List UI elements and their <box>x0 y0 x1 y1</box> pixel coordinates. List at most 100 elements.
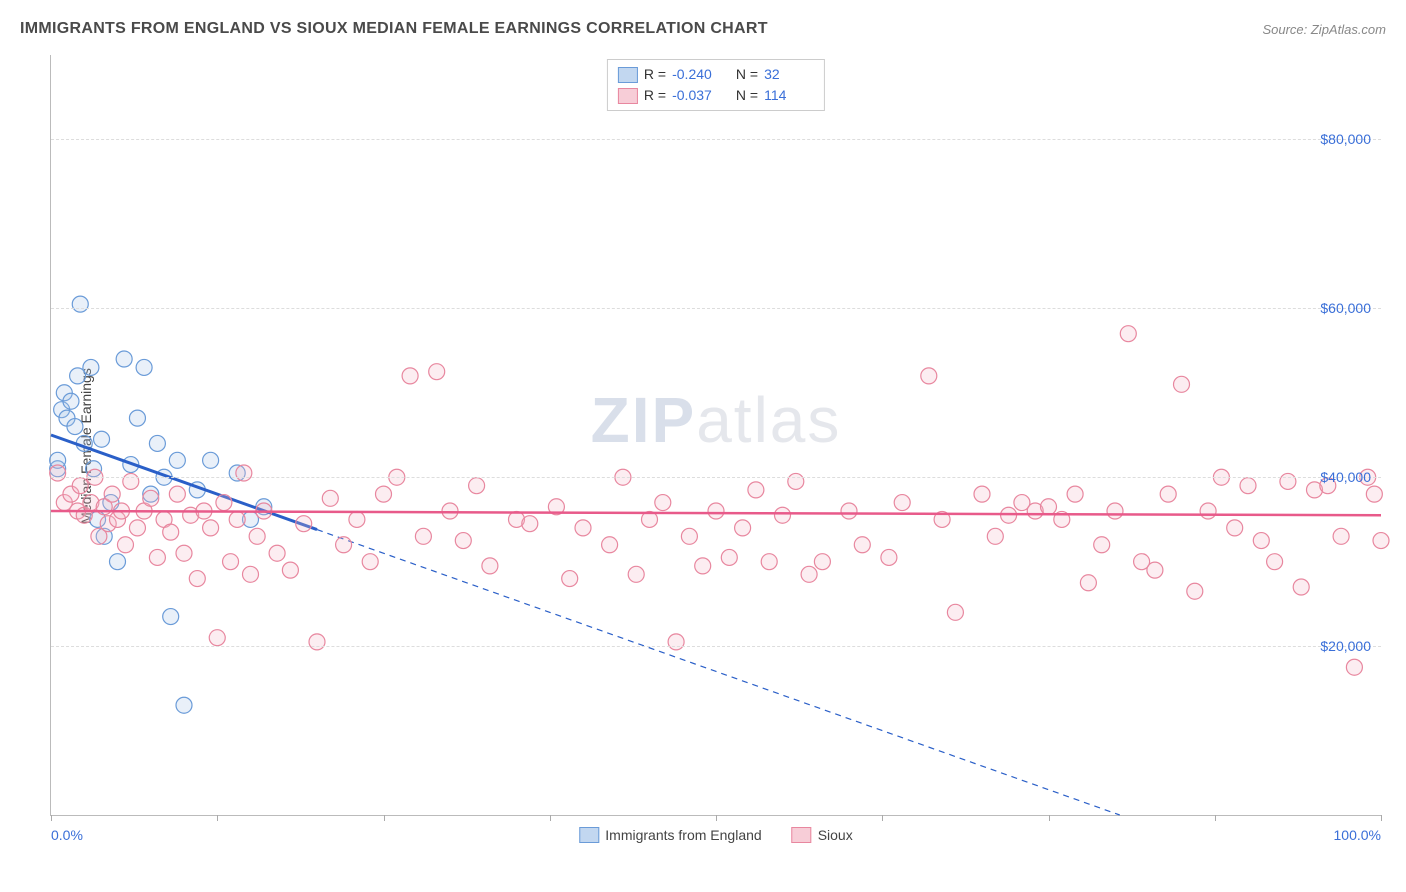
data-point <box>987 528 1003 544</box>
legend-swatch <box>792 827 812 843</box>
data-point <box>1280 473 1296 489</box>
data-point <box>1227 520 1243 536</box>
data-point <box>1333 528 1349 544</box>
gridline <box>51 646 1381 647</box>
data-point <box>336 537 352 553</box>
source-value: ZipAtlas.com <box>1311 22 1386 37</box>
data-point <box>63 393 79 409</box>
data-point <box>894 495 910 511</box>
data-point <box>482 558 498 574</box>
data-point <box>1067 486 1083 502</box>
data-point <box>1041 499 1057 515</box>
data-point <box>881 549 897 565</box>
x-tick <box>1215 815 1216 821</box>
legend-swatch <box>579 827 599 843</box>
data-point <box>522 516 538 532</box>
data-point <box>349 511 365 527</box>
data-point <box>123 473 139 489</box>
legend-swatch <box>618 67 638 83</box>
data-point <box>1174 376 1190 392</box>
data-point <box>1267 554 1283 570</box>
data-point <box>1120 326 1136 342</box>
data-point <box>72 478 88 494</box>
data-point <box>296 516 312 532</box>
legend-item: Sioux <box>792 827 853 843</box>
data-point <box>94 431 110 447</box>
data-point <box>229 511 245 527</box>
data-point <box>116 351 132 367</box>
data-point <box>735 520 751 536</box>
data-point <box>455 533 471 549</box>
data-point <box>668 634 684 650</box>
data-point <box>249 528 265 544</box>
data-point <box>721 549 737 565</box>
data-point <box>104 486 120 502</box>
gridline <box>51 308 1381 309</box>
source-label: Source: <box>1262 22 1310 37</box>
n-value: 114 <box>764 85 814 106</box>
data-point <box>322 490 338 506</box>
y-tick-label: $40,000 <box>1320 469 1371 485</box>
data-point <box>209 630 225 646</box>
data-point <box>149 435 165 451</box>
data-point <box>602 537 618 553</box>
data-point <box>309 634 325 650</box>
data-point <box>72 296 88 312</box>
data-point <box>841 503 857 519</box>
x-axis-min-label: 0.0% <box>51 827 83 843</box>
data-point <box>67 419 83 435</box>
n-label: N = <box>728 64 758 85</box>
x-tick <box>1381 815 1382 821</box>
legend-item: Immigrants from England <box>579 827 761 843</box>
r-value: -0.240 <box>672 64 722 85</box>
data-point <box>1160 486 1176 502</box>
chart-title: IMMIGRANTS FROM ENGLAND VS SIOUX MEDIAN … <box>20 20 768 38</box>
x-tick <box>1049 815 1050 821</box>
data-point <box>1366 486 1382 502</box>
data-point <box>947 604 963 620</box>
r-label: R = <box>644 64 666 85</box>
data-point <box>1293 579 1309 595</box>
data-point <box>129 410 145 426</box>
data-point <box>415 528 431 544</box>
data-point <box>1240 478 1256 494</box>
data-point <box>282 562 298 578</box>
data-point <box>143 490 159 506</box>
data-point <box>854 537 870 553</box>
data-point <box>236 465 252 481</box>
data-point <box>223 554 239 570</box>
data-point <box>469 478 485 494</box>
gridline <box>51 477 1381 478</box>
data-point <box>117 537 133 553</box>
data-point <box>708 503 724 519</box>
data-point <box>748 482 764 498</box>
legend-swatch <box>618 88 638 104</box>
x-tick <box>51 815 52 821</box>
data-point <box>243 566 259 582</box>
data-point <box>1147 562 1163 578</box>
data-point <box>974 486 990 502</box>
correlation-legend: R = -0.240 N = 32R = -0.037 N = 114 <box>607 59 825 111</box>
data-point <box>269 545 285 561</box>
data-point <box>216 495 232 511</box>
data-point <box>1346 659 1362 675</box>
data-point <box>681 528 697 544</box>
x-tick <box>716 815 717 821</box>
r-label: R = <box>644 85 666 106</box>
data-point <box>110 554 126 570</box>
n-value: 32 <box>764 64 814 85</box>
data-point <box>136 359 152 375</box>
data-point <box>129 520 145 536</box>
data-point <box>814 554 830 570</box>
data-point <box>203 452 219 468</box>
x-axis-max-label: 100.0% <box>1334 827 1381 843</box>
x-tick <box>882 815 883 821</box>
data-point <box>695 558 711 574</box>
data-point <box>402 368 418 384</box>
data-point <box>376 486 392 502</box>
y-tick-label: $60,000 <box>1320 300 1371 316</box>
legend-label: Immigrants from England <box>605 827 761 843</box>
data-point <box>801 566 817 582</box>
scatter-svg <box>51 55 1381 815</box>
data-point <box>655 495 671 511</box>
